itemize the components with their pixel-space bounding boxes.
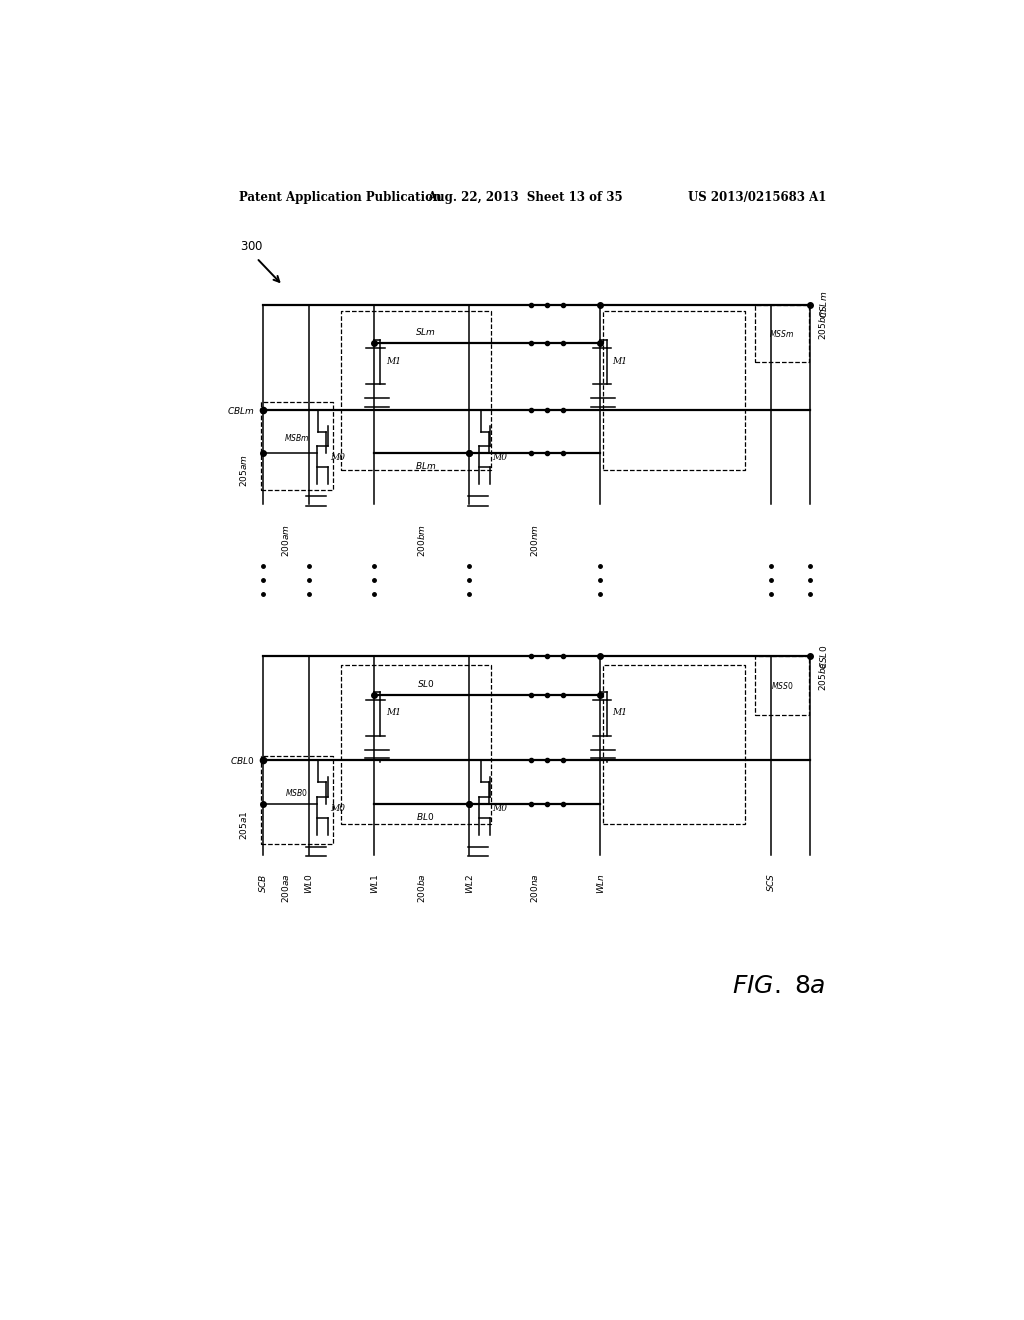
Text: $\mathit{MSB0}$: $\mathit{MSB0}$: [285, 787, 308, 797]
Text: $\mathit{CBLm}$: $\mathit{CBLm}$: [227, 405, 255, 416]
Text: M0: M0: [330, 453, 345, 462]
Text: $\mathit{WL2}$: $\mathit{WL2}$: [464, 873, 475, 894]
Text: $\mathit{SLm}$: $\mathit{SLm}$: [415, 326, 436, 338]
Text: $\mathit{SL0}$: $\mathit{SL0}$: [417, 678, 434, 689]
Text: $\mathit{200aa}$: $\mathit{200aa}$: [281, 873, 292, 903]
Text: $\mathit{SCS}$: $\mathit{SCS}$: [765, 873, 776, 892]
Text: $\mathit{MSS0}$: $\mathit{MSS0}$: [771, 680, 794, 692]
Text: Aug. 22, 2013  Sheet 13 of 35: Aug. 22, 2013 Sheet 13 of 35: [427, 190, 623, 203]
Text: M1: M1: [612, 709, 627, 718]
Text: $\mathit{SCB}$: $\mathit{SCB}$: [257, 873, 268, 892]
Text: $\mathit{BLm}$: $\mathit{BLm}$: [415, 461, 436, 471]
Text: M0: M0: [493, 453, 507, 462]
Text: $\mathit{BL0}$: $\mathit{BL0}$: [417, 810, 435, 822]
Text: $\mathit{205am}$: $\mathit{205am}$: [238, 454, 249, 487]
Text: M1: M1: [386, 709, 401, 718]
Text: M0: M0: [493, 804, 507, 813]
Text: $\mathit{FIG.\ 8a}$: $\mathit{FIG.\ 8a}$: [732, 975, 825, 998]
Text: $\mathit{WLn}$: $\mathit{WLn}$: [595, 873, 605, 894]
Text: M1: M1: [386, 356, 401, 366]
Text: M1: M1: [612, 356, 627, 366]
Text: $\mathit{200na}$: $\mathit{200na}$: [529, 873, 541, 903]
Text: Patent Application Publication: Patent Application Publication: [240, 190, 441, 203]
Text: $\mathit{205bm}$: $\mathit{205bm}$: [817, 306, 827, 339]
Text: $\mathit{CBL0}$: $\mathit{CBL0}$: [230, 755, 255, 766]
Text: US 2013/0215683 A1: US 2013/0215683 A1: [688, 190, 826, 203]
Text: $\mathit{205ba}$: $\mathit{205ba}$: [817, 661, 827, 690]
Text: $\mathit{200nm}$: $\mathit{200nm}$: [529, 524, 541, 557]
Text: M0: M0: [330, 804, 345, 813]
Text: $\mathit{MSBm}$: $\mathit{MSBm}$: [284, 433, 309, 444]
Text: $\mathit{200bm}$: $\mathit{200bm}$: [416, 524, 427, 557]
Text: $\mathit{WL0}$: $\mathit{WL0}$: [303, 873, 314, 894]
Text: $\mathit{WL1}$: $\mathit{WL1}$: [369, 873, 380, 894]
Text: $\mathit{200ba}$: $\mathit{200ba}$: [416, 873, 427, 903]
Text: $\mathit{MSSm}$: $\mathit{MSSm}$: [769, 327, 795, 339]
Text: $\mathit{205a1}$: $\mathit{205a1}$: [238, 810, 249, 840]
Text: $\mathit{CSLm}$: $\mathit{CSLm}$: [818, 292, 829, 318]
Text: $\mathit{300}$: $\mathit{300}$: [240, 240, 263, 253]
Text: $\mathit{200am}$: $\mathit{200am}$: [281, 524, 292, 557]
Text: $\mathit{CSL0}$: $\mathit{CSL0}$: [818, 644, 829, 668]
